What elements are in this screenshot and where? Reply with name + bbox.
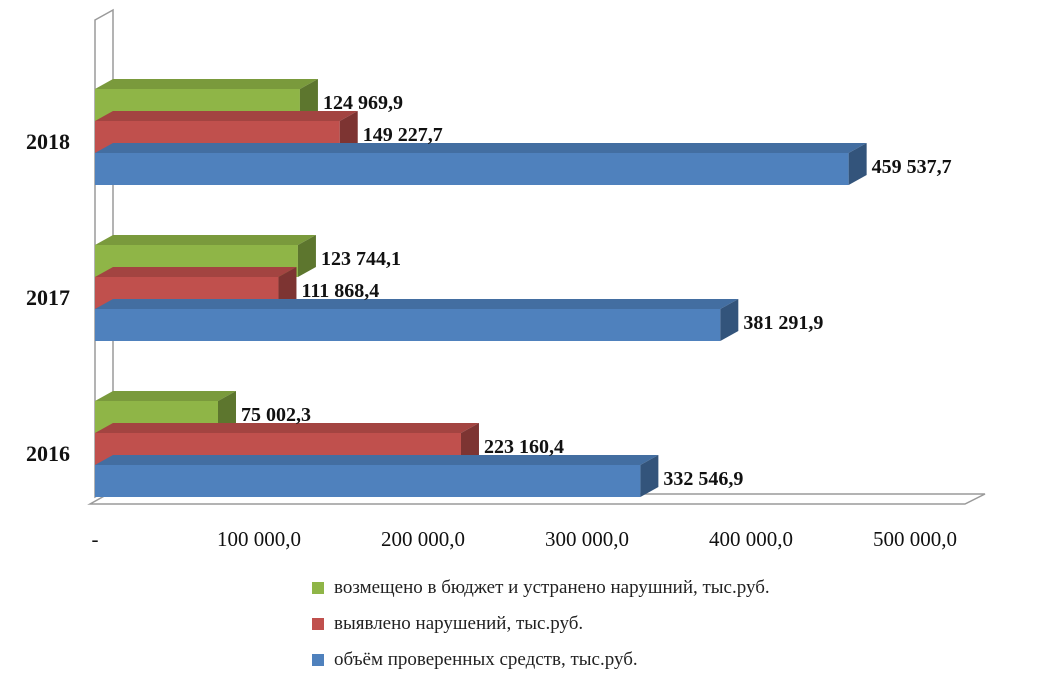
legend-label: возмещено в бюджет и устранено нарушний,… xyxy=(334,577,770,598)
x-tick-label: 100 000,0 xyxy=(217,527,301,551)
data-label: 75 002,3 xyxy=(241,404,311,426)
bar-chart: - 100 000,0 200 000,0 300 000,0 400 000,0 500… xyxy=(26,8,986,551)
bar-top-face xyxy=(95,111,358,121)
data-label: 223 160,4 xyxy=(484,436,564,458)
bar-top-face xyxy=(95,455,659,465)
bar-side-face xyxy=(299,79,318,121)
chart-bars xyxy=(95,79,867,497)
bar-top-face xyxy=(95,235,316,245)
category-label: 2018 xyxy=(26,129,70,154)
bar xyxy=(95,455,659,497)
bar-top-face xyxy=(95,79,318,89)
bar xyxy=(95,143,867,185)
bar-top-face xyxy=(95,423,479,433)
legend-item-reimbursed: возмещено в бюджет и устранено нарушний,… xyxy=(312,570,770,606)
legend-label: объём проверенных средств, тыс.руб. xyxy=(334,649,638,670)
data-label: 332 546,9 xyxy=(663,468,743,490)
bar-top-face xyxy=(95,299,739,309)
legend-swatch xyxy=(312,582,324,594)
bar-side-face xyxy=(297,235,316,277)
data-label: 381 291,9 xyxy=(743,312,823,334)
data-label: 459 537,7 xyxy=(872,156,952,178)
bar-top-face xyxy=(95,391,237,401)
x-tick-label: 300 000,0 xyxy=(545,527,629,551)
bar-side-face xyxy=(278,267,297,309)
x-tick-label: 400 000,0 xyxy=(709,527,793,551)
bar-side-face xyxy=(339,111,358,153)
legend-label: выявлено нарушений, тыс.руб. xyxy=(334,613,584,634)
legend-swatch xyxy=(312,618,324,630)
bar-side-face xyxy=(460,423,479,465)
chart-legend: возмещено в бюджет и устранено нарушний,… xyxy=(312,570,770,678)
bar-top-face xyxy=(95,267,297,277)
legend-swatch xyxy=(312,654,324,666)
chart-labels: 2016 2017 2018 75 002,3 223 160,4 332 546,9 12… xyxy=(26,92,952,490)
x-tick-label: 500 000,0 xyxy=(873,527,957,551)
bar-top-face xyxy=(95,143,867,153)
category-label: 2017 xyxy=(26,285,70,310)
data-label: 111 868,4 xyxy=(301,280,379,302)
legend-item-violations: выявлено нарушений, тыс.руб. xyxy=(312,606,770,642)
bar-front-face xyxy=(95,465,641,497)
bar-side-face xyxy=(218,391,237,433)
data-label: 124 969,9 xyxy=(323,92,403,114)
bar-side-face xyxy=(848,143,867,185)
bar-front-face xyxy=(95,309,721,341)
x-tick-label: - xyxy=(92,527,99,551)
legend-item-audited-funds: объём проверенных средств, тыс.руб. xyxy=(312,642,770,678)
category-label: 2016 xyxy=(26,441,70,466)
bar-side-face xyxy=(720,299,739,341)
bar-front-face xyxy=(95,153,849,185)
x-tick-label: 200 000,0 xyxy=(381,527,465,551)
bar-side-face xyxy=(640,455,659,497)
data-label: 123 744,1 xyxy=(321,248,401,270)
bar xyxy=(95,299,739,341)
data-label: 149 227,7 xyxy=(363,124,443,146)
